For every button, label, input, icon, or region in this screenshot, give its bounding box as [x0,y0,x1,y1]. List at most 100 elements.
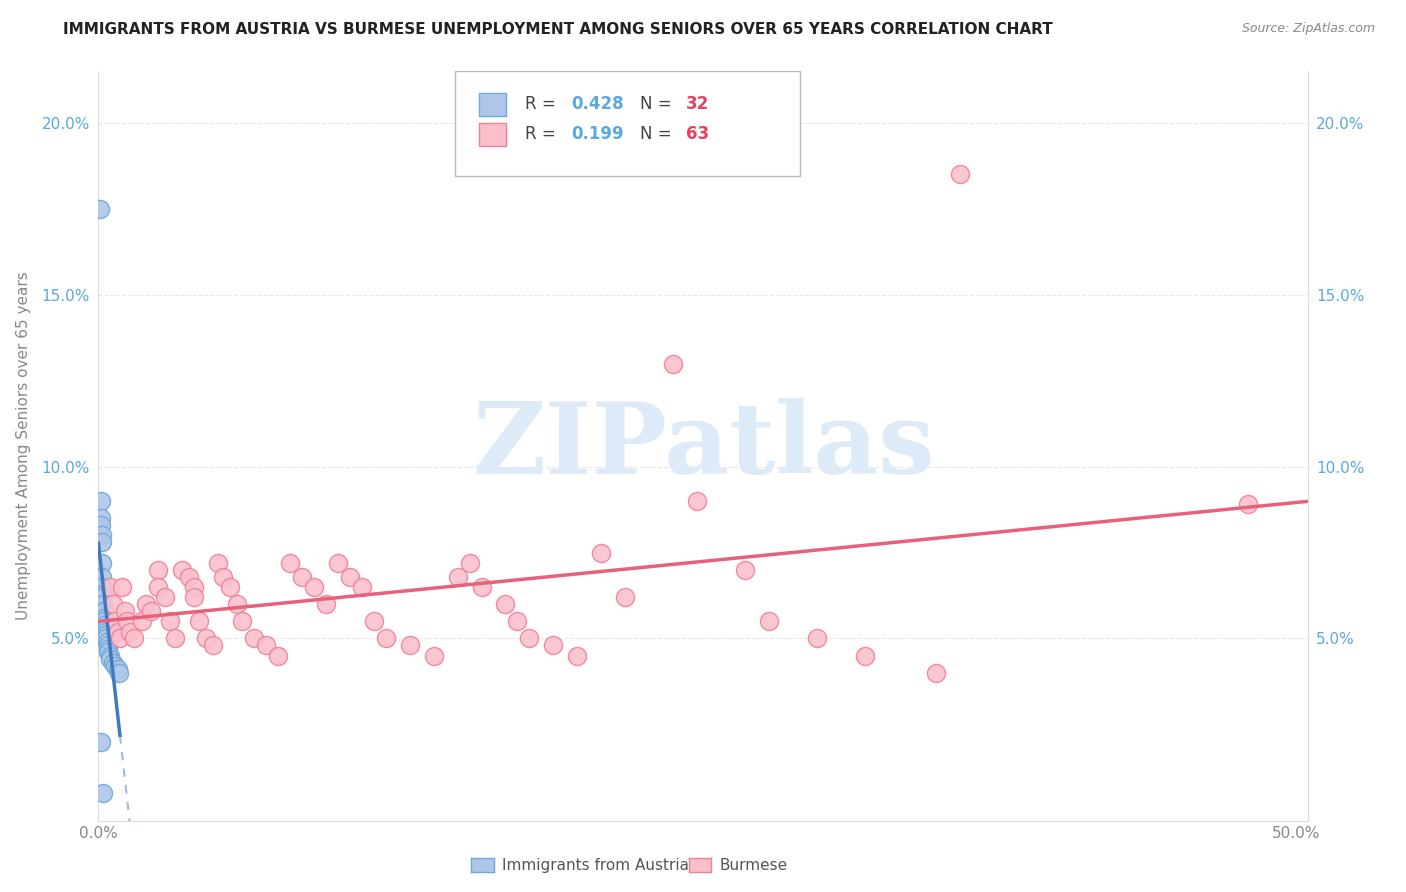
Text: Source: ZipAtlas.com: Source: ZipAtlas.com [1241,22,1375,36]
Point [104,659,127,673]
Point [135,597,157,611]
Point [159,615,181,629]
Point [101,656,124,670]
Point [302,580,325,594]
Point [96,635,118,649]
Point [100,652,122,666]
FancyBboxPatch shape [479,94,506,116]
Point [470,580,492,594]
Point [195,632,218,646]
Point [148,580,170,594]
Point [131,615,153,629]
Point [567,648,589,663]
Point [90,518,112,533]
Text: 0.428: 0.428 [571,95,624,112]
Point [115,615,138,629]
Point [949,168,972,182]
Point [93,617,115,632]
Text: 32: 32 [686,95,709,112]
Point [91,597,114,611]
Point [315,597,337,611]
Point [219,580,242,594]
Point [91,580,114,594]
Point [226,597,249,611]
Point [90,528,112,542]
Point [93,604,115,618]
Point [90,494,112,508]
Text: R =: R = [526,125,561,143]
Point [100,580,122,594]
Point [179,569,201,583]
Point [614,591,637,605]
Point [107,662,129,676]
Point [100,648,122,663]
Point [91,556,114,570]
Point [91,591,114,605]
Point [188,615,211,629]
Point [148,563,170,577]
Text: IMMIGRANTS FROM AUSTRIA VS BURMESE UNEMPLOYMENT AMONG SENIORS OVER 65 YEARS CORR: IMMIGRANTS FROM AUSTRIA VS BURMESE UNEMP… [63,22,1053,37]
Point [686,494,709,508]
Point [93,611,115,625]
Point [94,632,117,646]
Point [118,624,141,639]
Point [925,665,948,680]
Point [183,580,205,594]
Point [90,511,112,525]
Point [267,648,290,663]
Point [89,202,111,216]
Point [278,556,301,570]
Y-axis label: Unemployment Among Seniors over 65 years: Unemployment Among Seniors over 65 years [15,272,31,620]
Point [94,624,117,639]
Point [97,641,120,656]
Point [506,615,529,629]
Point [495,597,517,611]
Point [806,632,828,646]
Point [231,615,253,629]
FancyBboxPatch shape [479,123,506,146]
Text: ZIPatlas: ZIPatlas [472,398,934,494]
Point [111,580,134,594]
Point [114,604,136,618]
Point [202,638,225,652]
Point [519,632,541,646]
Point [97,638,120,652]
Point [398,638,420,652]
Text: Burmese: Burmese [720,858,787,872]
Point [124,632,146,646]
Point [374,632,396,646]
Point [458,556,481,570]
Point [91,786,114,800]
Point [183,591,205,605]
Point [853,648,876,663]
Point [212,569,235,583]
Point [107,624,129,639]
Point [243,632,266,646]
Point [94,628,117,642]
Point [291,569,314,583]
Point [422,648,444,663]
Point [97,645,120,659]
Point [163,632,186,646]
Point [446,569,468,583]
Text: 63: 63 [686,125,709,143]
FancyBboxPatch shape [456,71,800,177]
Point [326,556,349,570]
Point [339,569,361,583]
Point [107,665,129,680]
Text: N =: N = [640,95,678,112]
Point [734,563,756,577]
Text: R =: R = [526,95,561,112]
Point [104,615,127,629]
Point [591,545,613,559]
Point [93,615,115,629]
Point [155,591,177,605]
Point [91,569,114,583]
Text: N =: N = [640,125,678,143]
Point [101,597,124,611]
Point [207,556,229,570]
Point [363,615,385,629]
Point [108,632,131,646]
Point [94,621,117,635]
Point [91,587,114,601]
